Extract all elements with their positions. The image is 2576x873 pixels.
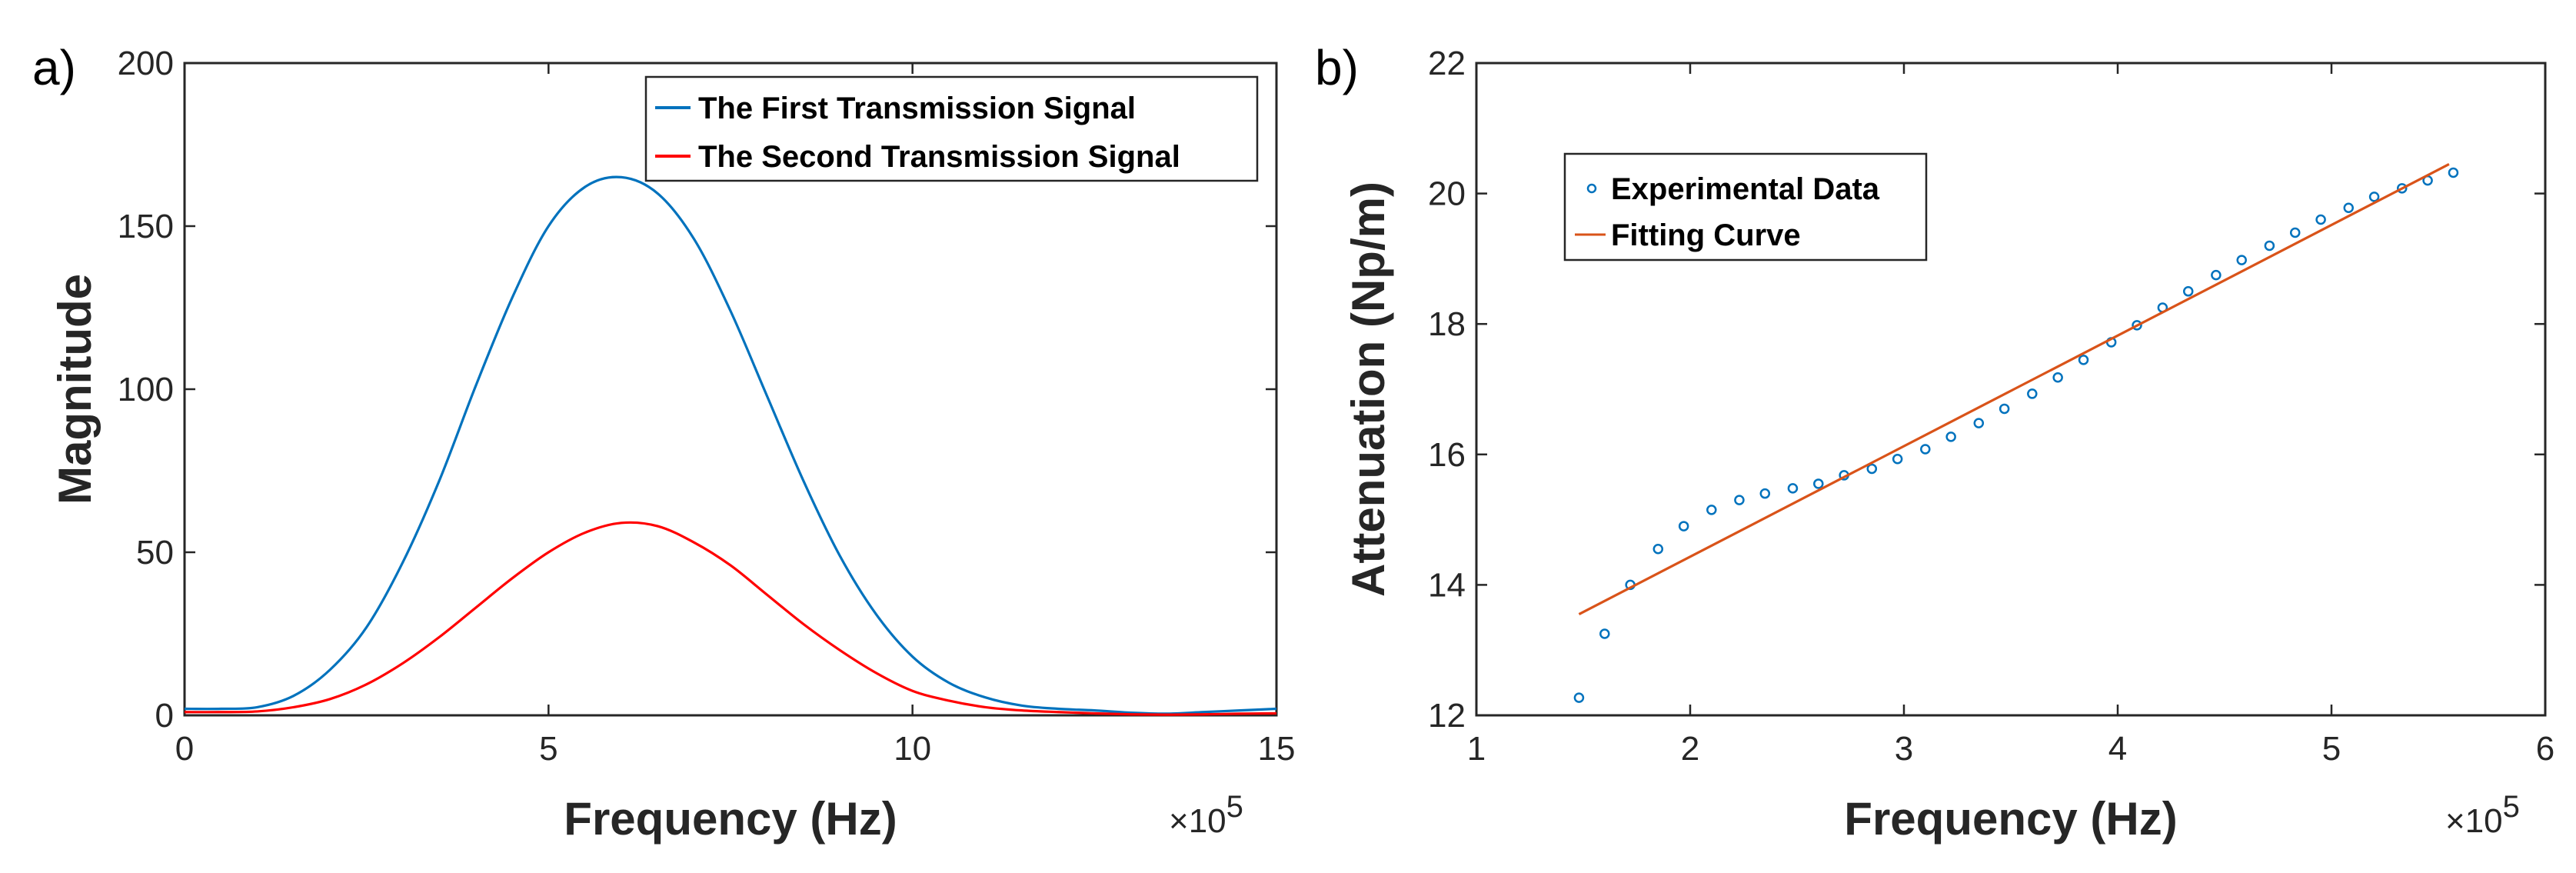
panel-b-x-tick-label: 2: [1681, 730, 1699, 768]
panel-b-ylabel: Attenuation (Np/m): [1343, 182, 1394, 597]
panel-b-point-experimental-data: [1759, 488, 1771, 499]
panel-a-label: a): [32, 40, 76, 95]
panel-b-point-experimental-data: [1787, 483, 1799, 494]
panel-a-y-tick-label: 200: [118, 45, 174, 82]
panel-a-legend: The First Transmission Signal The Second…: [644, 75, 1259, 182]
panel-a-series-line-the-second-transmission-signal: [184, 521, 1277, 716]
panel-b-y-tick-label: 14: [1428, 566, 1466, 604]
legend-label-experimental-data: Experimental Data: [1611, 172, 1880, 206]
panel-b-point-experimental-data: [2182, 286, 2194, 297]
panel-b-point-experimental-data: [2132, 320, 2142, 331]
panel-b-point-experimental-data: [1945, 432, 1956, 442]
panel-b-point-experimental-data: [1973, 418, 1985, 428]
panel-a-y-tick-label: 50: [136, 534, 174, 571]
panel-b-y-tick-label: 16: [1428, 436, 1466, 474]
legend-marker-experimental-data: [1586, 183, 1597, 194]
panel-b-point-experimental-data: [2448, 167, 2459, 178]
panel-b-point-experimental-data: [2343, 202, 2354, 214]
panel-a-x-tick-label: 15: [1258, 730, 1296, 768]
panel-b-y-tick-label: 18: [1428, 305, 1466, 343]
panel-b-point-experimental-data: [2315, 214, 2326, 225]
panel-a-x-multiplier: ×105: [1169, 790, 1243, 840]
panel-b-point-experimental-data: [1920, 444, 1931, 455]
panel-a-series-line-the-first-transmission-signal: [184, 175, 1277, 715]
panel-b-point-experimental-data: [1892, 453, 1903, 465]
panel-a-y-tick-label: 150: [118, 208, 174, 245]
panel-b-point-experimental-data: [2052, 372, 2063, 383]
panel-b-point-experimental-data: [1866, 463, 1878, 475]
panel-b-series-line-fitting-curve: [1578, 163, 2450, 615]
panel-b-x-multiplier: ×105: [2445, 790, 2520, 840]
panel-b-point-experimental-data: [1573, 692, 1585, 703]
panel-b-point-experimental-data: [2236, 255, 2247, 265]
panel-b-legend: Experimental Data Fitting Curve: [1563, 152, 1928, 262]
panel-a-x-tick-label: 0: [175, 730, 194, 768]
panel-b-y-tick-label: 22: [1428, 45, 1466, 82]
panel-a-xlabel: Frequency (Hz): [564, 793, 897, 845]
panel-b-point-experimental-data: [2396, 183, 2408, 194]
panel-a-y-tick-label: 100: [118, 371, 174, 408]
panel-b-point-experimental-data: [1999, 403, 2010, 415]
panel-b-x-tick-label: 5: [2322, 730, 2341, 768]
panel-b-point-experimental-data: [2211, 269, 2222, 281]
panel-b-x-tick-label: 4: [2108, 730, 2127, 768]
legend-label-fitting-curve: Fitting Curve: [1611, 218, 1801, 252]
panel-b-point-experimental-data: [2027, 388, 2038, 399]
panel-b-point-experimental-data: [1652, 544, 1664, 555]
panel-b-point-experimental-data: [1813, 478, 1824, 489]
panel-b-x-tick-label: 6: [2536, 730, 2554, 768]
panel-b-label: b): [1315, 40, 1359, 95]
panel-b-point-experimental-data: [2078, 355, 2089, 365]
panel-a-x-tick-label: 5: [539, 730, 557, 768]
panel-b-point-experimental-data: [1678, 521, 1689, 531]
panel-b-point-experimental-data: [2368, 192, 2380, 202]
legend-label-first-signal: The First Transmission Signal: [698, 92, 1136, 125]
panel-b-y-tick-label: 12: [1428, 697, 1466, 735]
panel-b-point-experimental-data: [1706, 505, 1717, 515]
panel-b-point-experimental-data: [1734, 495, 1745, 505]
panel-b-point-experimental-data: [2289, 227, 2301, 238]
legend-label-second-signal: The Second Transmission Signal: [698, 140, 1180, 174]
panel-a-y-tick-label: 0: [155, 697, 174, 735]
panel-a-x-tick-label: 10: [894, 730, 931, 768]
panel-b-x-tick-label: 3: [1895, 730, 1913, 768]
panel-b-point-experimental-data: [2264, 240, 2275, 252]
panel-b-x-tick-label: 1: [1467, 730, 1486, 768]
panel-a-ylabel: Magnitude: [49, 274, 101, 505]
panel-b-xlabel: Frequency (Hz): [1844, 793, 2177, 845]
panel-b-point-experimental-data: [1599, 628, 1610, 639]
panel-b-y-tick-label: 20: [1428, 175, 1466, 213]
